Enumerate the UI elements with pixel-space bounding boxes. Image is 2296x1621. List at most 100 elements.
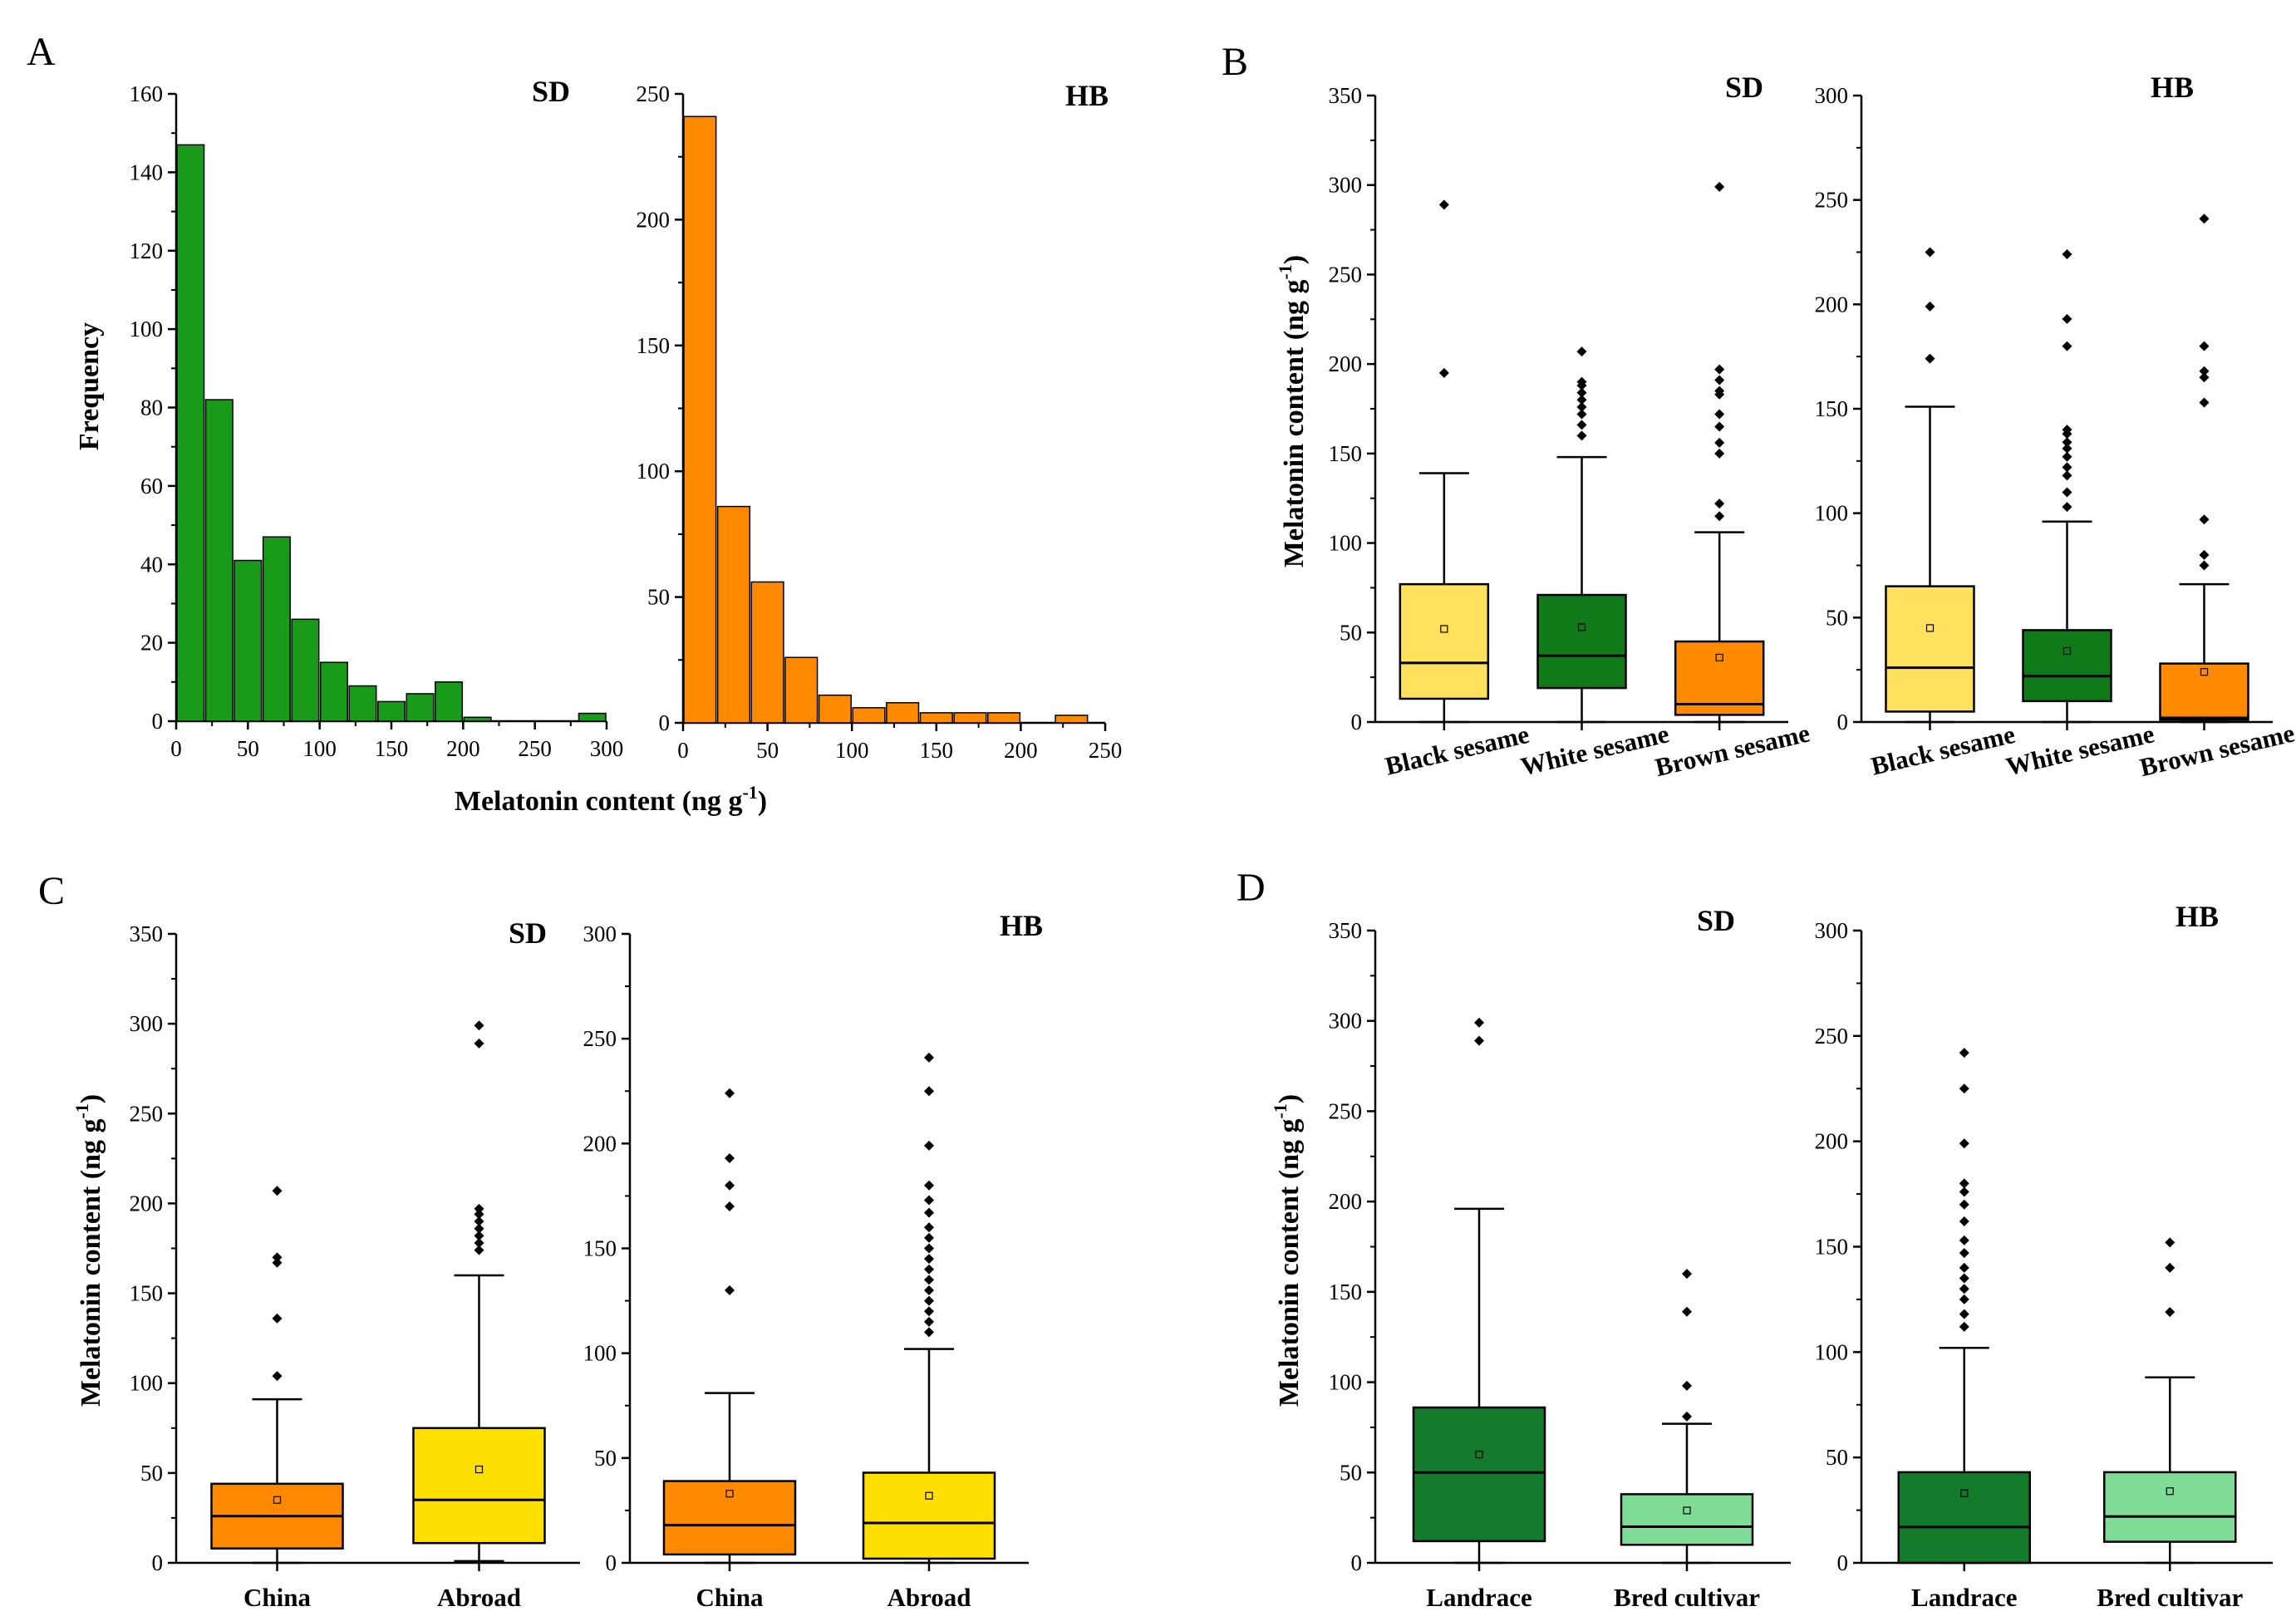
c-hb-y-tick-label: 150 [583,1236,617,1261]
a-hb-histogram-bar [818,694,852,724]
chart-a-sd: 0 20 40 60 80 100 120 140 160 0 50 100 150 200 250 300 S… [130,75,624,761]
d-hb-outlier-point [1959,1178,1969,1189]
chart-d-sd: 0 50 100 150 200 250 300 350 Landrace Bred cultiv… [1329,904,1791,1612]
b-hb-outlier-point [2062,451,2072,462]
d-hb-y-tick-label: 0 [1837,1550,1849,1575]
c-sd-y-tick-label: 300 [130,1011,164,1036]
d-hb-title: HB [2176,900,2219,933]
d-sd-outlier-point [1474,1035,1484,1046]
b-sd-outlier-point [1576,420,1587,430]
d-sd-y-tick-label: 150 [1329,1280,1363,1304]
b-hb-box [2022,629,2112,703]
b-hb-title: HB [2151,71,2194,104]
c-sd-y-tick-label: 200 [130,1191,164,1216]
panel-letter-b: B [1222,40,1248,84]
d-hb-outlier-point [1959,1199,1969,1210]
c-sd-box [412,1427,546,1545]
chart-c-hb: 0 50 100 150 200 250 300 China Abroad HB [583,909,1044,1612]
chart-c-sd: 0 50 100 150 200 250 300 350 China Abroad SD [130,916,580,1612]
a-sd-histogram-bar [319,661,348,722]
c-sd-category-label: Abroad [437,1583,521,1612]
a-sd-histogram-bar [376,700,406,722]
c-hb-outlier-point [924,1264,934,1275]
b-hb-box [2159,662,2249,721]
d-hb-box [2103,1471,2237,1543]
a-sd-x-tick-label: 250 [518,736,552,761]
b-hb-category-label: White sesame [2003,719,2157,781]
c-sd-mean-marker [273,1496,282,1504]
d-hb-outlier-point [1959,1235,1969,1245]
b-hb-outlier-point [2062,249,2072,260]
c-hb-y-tick-label: 300 [583,921,617,946]
b-y-axis-title: Melatonin content (ng g-1) [1275,255,1310,567]
a-hb-x-tick-label: 50 [756,738,779,763]
d-hb-outlier-point [2165,1237,2176,1248]
c-hb-outlier-point [725,1180,735,1191]
a-sd-title: SD [532,75,570,108]
b-y-title-paren: ) [1279,255,1310,264]
b-hb-outlier-point [2199,341,2210,351]
c-hb-outlier-point [924,1180,934,1191]
b-sd-outlier-point [1714,448,1725,459]
c-hb-outlier-point [924,1243,934,1254]
b-hb-outlier-point [2199,560,2210,571]
b-sd-outlier-point [1438,199,1449,210]
a-hb-y-tick-label: 200 [637,207,671,232]
d-sd-box [1620,1493,1754,1546]
d-y-title-paren: ) [1274,1094,1305,1103]
a-sd-histogram-bar [578,712,607,722]
a-sd-histogram-bar [463,716,492,722]
d-sd-category-label: Landrace [1426,1583,1531,1612]
b-sd-outlier-point [1576,395,1587,405]
b-sd-outlier-point [1576,409,1587,420]
c-hb-outlier-point [924,1052,934,1063]
b-hb-mean-marker [1925,624,1935,632]
d-hb-mean-marker [2166,1487,2174,1496]
a-sd-y-tick-label: 40 [140,552,163,577]
d-hb-y-tick-label: 50 [1826,1445,1848,1470]
b-sd-mean-marker [1715,653,1723,662]
b-hb-category-label: Brown sesame [2137,718,2296,782]
a-hb-histogram-bar [852,707,886,724]
d-hb-outlier-point [2165,1262,2176,1273]
d-hb-y-tick-label: 200 [1815,1129,1849,1154]
b-hb-y-tick-label: 300 [1815,83,1849,108]
b-sd-outlier-point [1714,181,1725,192]
c-y-axis-title: Melatonin content (ng g-1) [71,1094,106,1407]
c-hb-outlier-point [725,1285,735,1295]
c-y-title-sup: -1 [71,1103,92,1118]
b-sd-y-tick-label: 300 [1329,173,1363,198]
c-hb-outlier-point [924,1086,934,1097]
b-hb-mean-marker [2200,668,2209,676]
c-sd-mean-marker [474,1465,484,1474]
b-hb-y-tick-label: 150 [1815,396,1849,421]
a-hb-histogram-bar [784,656,819,724]
c-hb-title: HB [1000,909,1043,942]
c-sd-y-tick-label: 250 [130,1101,164,1126]
b-y-title-sup: -1 [1275,264,1295,279]
panel-letter-a: A [27,30,56,74]
c-sd-outlier-point [474,1038,484,1049]
b-sd-box [1674,640,1765,716]
a-sd-histogram-bar [204,399,234,722]
c-sd-outlier-point [272,1313,283,1324]
b-y-title-main: Melatonin content (ng g [1279,280,1310,568]
c-sd-y-tick-label: 50 [140,1461,163,1486]
d-hb-outlier-point [1959,1309,1969,1319]
d-hb-category-label: Bred cultivar [2097,1583,2243,1612]
c-sd-y-tick-label: 100 [130,1371,164,1396]
a-sd-y-tick-label: 0 [152,709,164,734]
x-title-sup: -1 [742,782,757,803]
c-hb-outlier-point [924,1316,934,1327]
d-sd-y-tick-label: 250 [1329,1098,1363,1123]
c-sd-outlier-point [474,1216,484,1227]
d-y-title-sup: -1 [1270,1103,1291,1118]
a-hb-histogram-bar [1055,715,1089,724]
a-sd-histogram-bar [234,559,263,722]
b-sd-outlier-point [1714,364,1725,375]
a-sd-x-tick-label: 0 [170,736,182,761]
b-hb-box [1885,585,1975,713]
c-sd-outlier-point [474,1203,484,1214]
